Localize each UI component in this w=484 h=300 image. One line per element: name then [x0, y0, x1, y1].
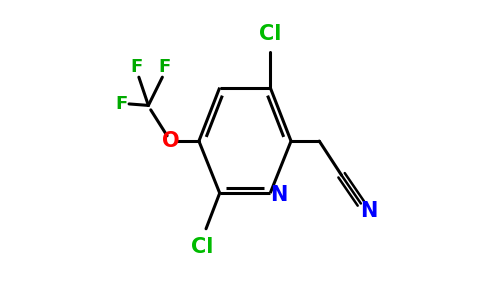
- Text: F: F: [130, 58, 143, 76]
- Text: Cl: Cl: [259, 24, 281, 44]
- Text: F: F: [159, 58, 171, 76]
- Text: O: O: [162, 131, 180, 151]
- Text: Cl: Cl: [191, 237, 213, 256]
- Text: N: N: [270, 185, 287, 206]
- Text: N: N: [361, 201, 378, 221]
- Text: F: F: [116, 95, 128, 113]
